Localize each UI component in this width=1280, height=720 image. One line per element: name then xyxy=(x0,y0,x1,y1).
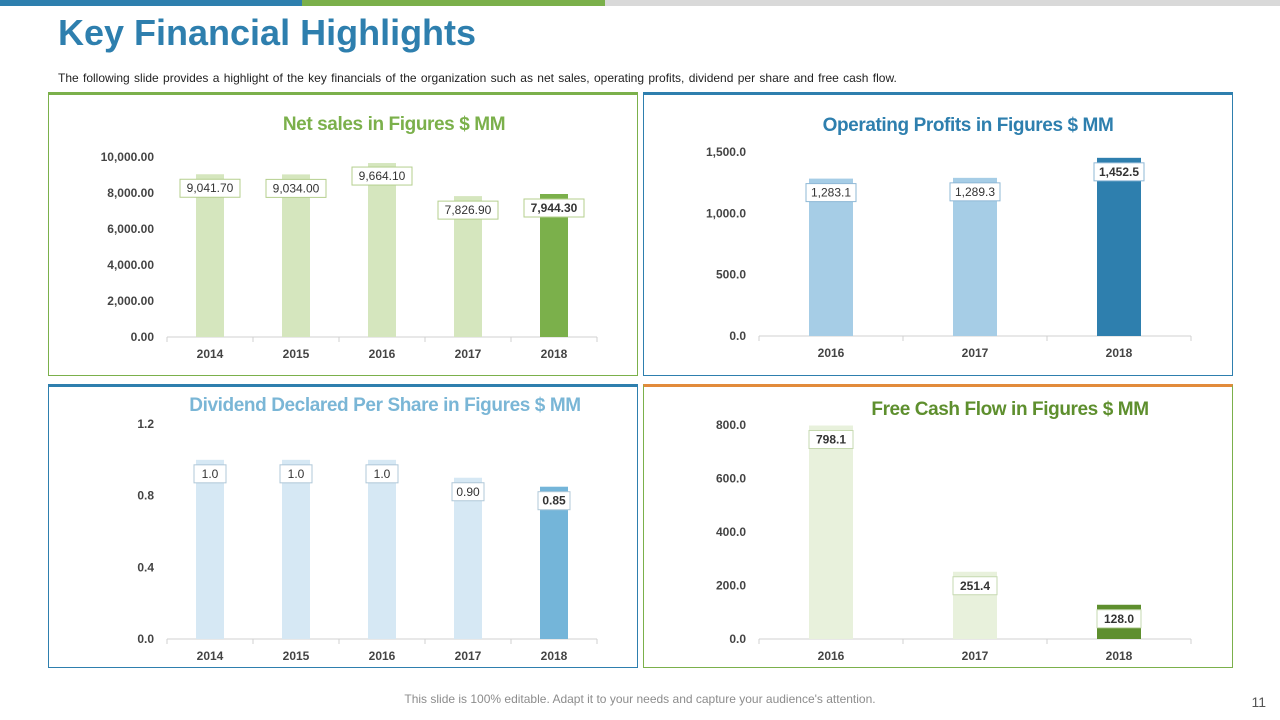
net-sales-bar xyxy=(540,194,568,337)
dividend-data-label-box xyxy=(365,464,399,484)
free-cash-flow-data-label: 251.4 xyxy=(960,579,990,593)
net-sales-y-tick-label: 2,000.00 xyxy=(107,294,154,308)
free-cash-flow-data-label-box xyxy=(952,576,998,596)
operating-profits-bar xyxy=(953,177,997,336)
net-sales-data-label-box xyxy=(179,178,241,198)
free-cash-flow-data-label-box xyxy=(808,430,854,450)
dividend-bar xyxy=(196,459,224,639)
dividend-x-tick-label: 2015 xyxy=(283,649,310,663)
free-cash-flow-y-tick-label: 0.0 xyxy=(729,632,746,646)
net-sales-data-label: 9,034.00 xyxy=(273,181,320,195)
dividend-y-tick-label: 0.0 xyxy=(137,632,154,646)
net-sales-data-label-box xyxy=(523,198,585,218)
free-cash-flow-x-tick-label: 2018 xyxy=(1106,649,1133,663)
top-accent-bar-green xyxy=(302,0,605,6)
dividend-x-tick-label: 2014 xyxy=(197,649,224,663)
dividend-data-label-box xyxy=(193,464,227,484)
dividend-data-label-box xyxy=(537,491,571,511)
free-cash-flow-bar xyxy=(809,425,853,639)
top-accent-bar-blue xyxy=(0,0,302,6)
net-sales-data-label-box xyxy=(351,166,413,186)
operating-profits-data-label: 1,289.3 xyxy=(955,185,995,199)
operating-profits-bar xyxy=(1097,157,1141,336)
net-sales-chart-title: Net sales in Figures $ MM xyxy=(283,114,505,135)
net-sales-y-tick-label: 8,000.00 xyxy=(107,186,154,200)
footer-note: This slide is 100% editable. Adapt it to… xyxy=(404,692,876,706)
operating-profits-data-label: 1,283.1 xyxy=(811,186,851,200)
operating-profits-data-label-box xyxy=(949,182,1001,202)
net-sales-data-label: 9,041.70 xyxy=(187,181,234,195)
free-cash-flow-x-tick-label: 2016 xyxy=(818,649,845,663)
dividend-y-tick-label: 0.8 xyxy=(137,489,154,503)
free-cash-flow-y-tick-label: 400.0 xyxy=(716,525,746,539)
free-cash-flow-data-label: 128.0 xyxy=(1104,612,1134,626)
dividend-data-label: 0.85 xyxy=(542,494,566,508)
dividend-data-label: 1.0 xyxy=(374,467,391,481)
dividend-data-label-box xyxy=(279,464,313,484)
free-cash-flow-y-tick-label: 200.0 xyxy=(716,579,746,593)
net-sales-data-label: 9,664.10 xyxy=(359,169,406,183)
operating-profits-chart: Operating Profits in Figures $ MM 0.0 500.… xyxy=(706,115,1192,360)
dividend-bar xyxy=(368,459,396,639)
free-cash-flow-x-tick-label: 2017 xyxy=(962,649,989,663)
top-accent-bar-gray xyxy=(605,0,1280,6)
net-sales-bar xyxy=(196,174,224,337)
dividend-data-label-box xyxy=(451,482,485,502)
operating-profits-panel: Operating Profits in Figures $ MM 0.0 500.… xyxy=(643,92,1233,376)
net-sales-x-tick-label: 2016 xyxy=(369,347,396,361)
dividend-panel: Dividend Declared Per Share in Figures $… xyxy=(48,384,638,668)
net-sales-y-tick-label: 10,000.00 xyxy=(101,150,155,164)
free-cash-flow-y-tick-label: 600.0 xyxy=(716,472,746,486)
operating-profits-data-label-box xyxy=(1093,162,1145,182)
net-sales-chart: Net sales in Figures $ MM 0.00 2,000.00 4,0… xyxy=(101,114,598,361)
operating-profits-x-tick-label: 2017 xyxy=(962,346,989,360)
dividend-chart: Dividend Declared Per Share in Figures $… xyxy=(137,395,598,663)
dividend-y-tick-label: 0.4 xyxy=(137,560,154,574)
dividend-x-tick-label: 2017 xyxy=(455,649,482,663)
net-sales-bar xyxy=(282,174,310,337)
page-title: Key Financial Highlights xyxy=(58,12,477,53)
net-sales-bar xyxy=(368,163,396,337)
free-cash-flow-chart-title: Free Cash Flow in Figures $ MM xyxy=(871,399,1148,420)
free-cash-flow-y-tick-label: 800.0 xyxy=(716,418,746,432)
operating-profits-y-tick-label: 500.0 xyxy=(716,268,746,282)
operating-profits-y-tick-label: 0.0 xyxy=(729,329,746,343)
net-sales-x-tick-label: 2014 xyxy=(197,347,224,361)
dividend-bar xyxy=(282,459,310,639)
net-sales-y-tick-label: 0.00 xyxy=(131,330,155,344)
dividend-data-label: 0.90 xyxy=(456,485,480,499)
net-sales-y-tick-label: 4,000.00 xyxy=(107,258,154,272)
operating-profits-x-tick-label: 2016 xyxy=(818,346,845,360)
net-sales-data-label: 7,944.30 xyxy=(531,201,578,215)
page-number: 11 xyxy=(1251,694,1266,710)
dividend-x-tick-label: 2018 xyxy=(541,649,568,663)
operating-profits-x-tick-label: 2018 xyxy=(1106,346,1133,360)
operating-profits-y-tick-label: 1,000.0 xyxy=(706,206,746,220)
operating-profits-data-label: 1,452.5 xyxy=(1099,165,1139,179)
dividend-chart-title: Dividend Declared Per Share in Figures $… xyxy=(189,395,580,416)
free-cash-flow-panel: Free Cash Flow in Figures $ MM 0.0 200.0 40… xyxy=(643,384,1233,668)
dividend-bar xyxy=(454,477,482,639)
free-cash-flow-chart: Free Cash Flow in Figures $ MM 0.0 200.0 40… xyxy=(716,399,1192,663)
operating-profits-data-label-box xyxy=(805,183,857,203)
net-sales-panel: Net sales in Figures $ MM 0.00 2,000.00 4,0… xyxy=(48,92,638,376)
free-cash-flow-data-label: 798.1 xyxy=(816,433,846,447)
net-sales-data-label-box xyxy=(265,178,327,198)
operating-profits-bar xyxy=(809,178,853,336)
dividend-data-label: 1.0 xyxy=(202,467,219,481)
dividend-bar xyxy=(540,486,568,639)
free-cash-flow-data-label-box xyxy=(1096,609,1142,629)
net-sales-data-label: 7,826.90 xyxy=(445,203,492,217)
net-sales-x-tick-label: 2018 xyxy=(541,347,568,361)
net-sales-x-tick-label: 2015 xyxy=(283,347,310,361)
net-sales-y-tick-label: 6,000.00 xyxy=(107,222,154,236)
dividend-data-label: 1.0 xyxy=(288,467,305,481)
operating-profits-chart-title: Operating Profits in Figures $ MM xyxy=(823,115,1114,136)
net-sales-x-tick-label: 2017 xyxy=(455,347,482,361)
operating-profits-y-tick-label: 1,500.0 xyxy=(706,145,746,159)
page-subtitle: The following slide provides a highlight… xyxy=(58,71,897,85)
dividend-y-tick-label: 1.2 xyxy=(137,417,154,431)
net-sales-data-label-box xyxy=(437,200,499,220)
dividend-x-tick-label: 2016 xyxy=(369,649,396,663)
